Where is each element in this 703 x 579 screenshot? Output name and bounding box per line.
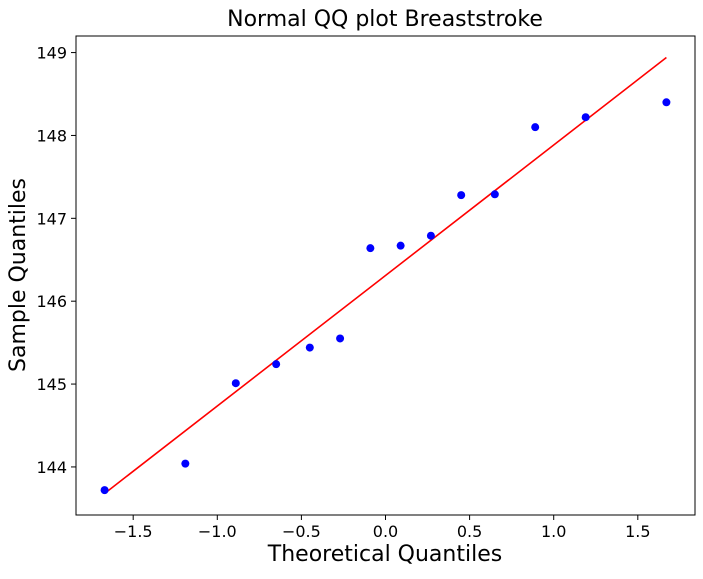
chart-title: Normal QQ plot Breaststroke (227, 7, 543, 32)
x-tick-label: 0.5 (457, 522, 482, 541)
data-point (490, 190, 499, 199)
x-tick-label: 1.5 (625, 522, 650, 541)
x-tick-label: 1.0 (541, 522, 566, 541)
plot-layer (100, 56, 671, 495)
y-axis-ticks: 144 145 146 147 148 149 (36, 44, 76, 477)
y-axis-label: Sample Quantiles (6, 178, 31, 372)
data-point (181, 459, 190, 468)
y-tick-label: 146 (36, 292, 67, 311)
data-point (305, 343, 314, 352)
x-tick-label: −1.0 (198, 522, 237, 541)
x-tick-label: −1.5 (114, 522, 153, 541)
y-tick-label: 145 (36, 375, 67, 394)
data-point (231, 379, 240, 388)
data-point (396, 241, 405, 250)
x-axis-ticks: −1.5 −1.0 −0.5 0.0 0.5 1.0 1.5 (114, 515, 651, 541)
data-point (336, 334, 345, 343)
reference-line (104, 56, 667, 495)
x-axis-label: Theoretical Quantiles (267, 542, 502, 567)
data-point (272, 360, 281, 369)
y-tick-label: 147 (36, 209, 67, 228)
data-point (366, 244, 375, 253)
y-tick-label: 149 (36, 44, 67, 63)
x-tick-label: 0.0 (373, 522, 398, 541)
data-point (100, 486, 109, 495)
data-point (426, 231, 435, 240)
x-tick-label: −0.5 (282, 522, 321, 541)
data-point (581, 113, 590, 122)
y-tick-label: 144 (36, 458, 67, 477)
data-point (662, 98, 671, 107)
data-point (531, 123, 540, 132)
data-point (457, 191, 466, 200)
y-tick-label: 148 (36, 126, 67, 145)
